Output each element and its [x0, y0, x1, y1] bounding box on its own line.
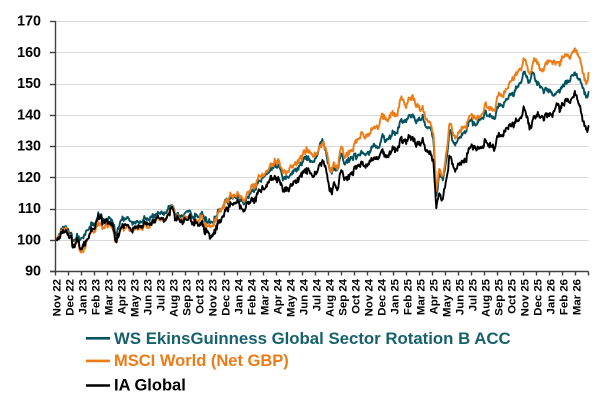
svg-text:160: 160	[17, 45, 41, 61]
svg-text:130: 130	[17, 139, 41, 155]
svg-text:Aug 24: Aug 24	[324, 278, 336, 317]
svg-text:Feb 24: Feb 24	[246, 278, 258, 315]
svg-text:Mar 24: Mar 24	[259, 278, 271, 315]
svg-text:Jan 25: Jan 25	[389, 278, 401, 314]
svg-text:Apr 25: Apr 25	[428, 278, 440, 314]
svg-text:Jun 24: Jun 24	[298, 278, 310, 315]
svg-text:Dec 25: Dec 25	[532, 278, 544, 315]
svg-text:Dec 24: Dec 24	[376, 278, 388, 315]
svg-text:Jun 23: Jun 23	[142, 279, 154, 315]
svg-text:Apr 24: Apr 24	[272, 278, 284, 314]
svg-text:Oct 23: Oct 23	[194, 279, 206, 314]
svg-text:Nov 25: Nov 25	[519, 278, 531, 316]
svg-text:Jul 25: Jul 25	[467, 278, 479, 311]
svg-text:100: 100	[17, 232, 41, 248]
svg-text:Feb 25: Feb 25	[402, 278, 414, 315]
svg-text:Feb 26: Feb 26	[558, 279, 570, 315]
svg-text:Oct 24: Oct 24	[350, 278, 362, 313]
svg-text:WS EkinsGuinness Global Sector: WS EkinsGuinness Global Sector Rotation …	[114, 329, 511, 348]
svg-text:170: 170	[17, 14, 41, 30]
svg-text:Dec 23: Dec 23	[220, 279, 232, 316]
svg-text:Sep 24: Sep 24	[337, 278, 349, 315]
svg-text:Mar 25: Mar 25	[415, 278, 427, 315]
svg-text:140: 140	[17, 107, 41, 123]
svg-text:150: 150	[17, 76, 41, 92]
svg-text:120: 120	[17, 170, 41, 186]
svg-text:Sep 23: Sep 23	[181, 279, 193, 316]
svg-text:Jun 25: Jun 25	[454, 278, 466, 315]
svg-text:Jan 26: Jan 26	[545, 279, 557, 314]
svg-text:Dec 22: Dec 22	[64, 279, 76, 316]
svg-text:IA Global: IA Global	[114, 377, 186, 395]
svg-text:110: 110	[18, 201, 41, 217]
svg-text:Jul 23: Jul 23	[155, 279, 167, 311]
svg-text:May 24: May 24	[285, 278, 297, 317]
svg-text:Nov 23: Nov 23	[207, 279, 219, 316]
svg-text:Apr 23: Apr 23	[116, 279, 128, 314]
svg-text:Feb 23: Feb 23	[90, 279, 102, 315]
svg-text:Aug 23: Aug 23	[168, 279, 180, 317]
svg-text:Aug 25: Aug 25	[480, 278, 492, 317]
svg-text:Mar 26: Mar 26	[571, 279, 583, 315]
svg-text:Oct 25: Oct 25	[506, 278, 518, 313]
svg-text:MSCI World (Net GBP): MSCI World (Net GBP)	[114, 352, 289, 370]
svg-text:May 25: May 25	[441, 278, 453, 317]
svg-text:Mar 23: Mar 23	[103, 279, 115, 315]
svg-text:Jul 24: Jul 24	[311, 278, 323, 311]
svg-text:Nov 22: Nov 22	[51, 279, 63, 316]
svg-text:Sep 25: Sep 25	[493, 278, 505, 315]
svg-text:Nov 24: Nov 24	[363, 278, 375, 316]
svg-text:Jan 23: Jan 23	[77, 279, 89, 314]
svg-text:90: 90	[25, 264, 41, 280]
svg-text:Jan 24: Jan 24	[233, 278, 245, 314]
svg-text:May 23: May 23	[129, 279, 141, 317]
